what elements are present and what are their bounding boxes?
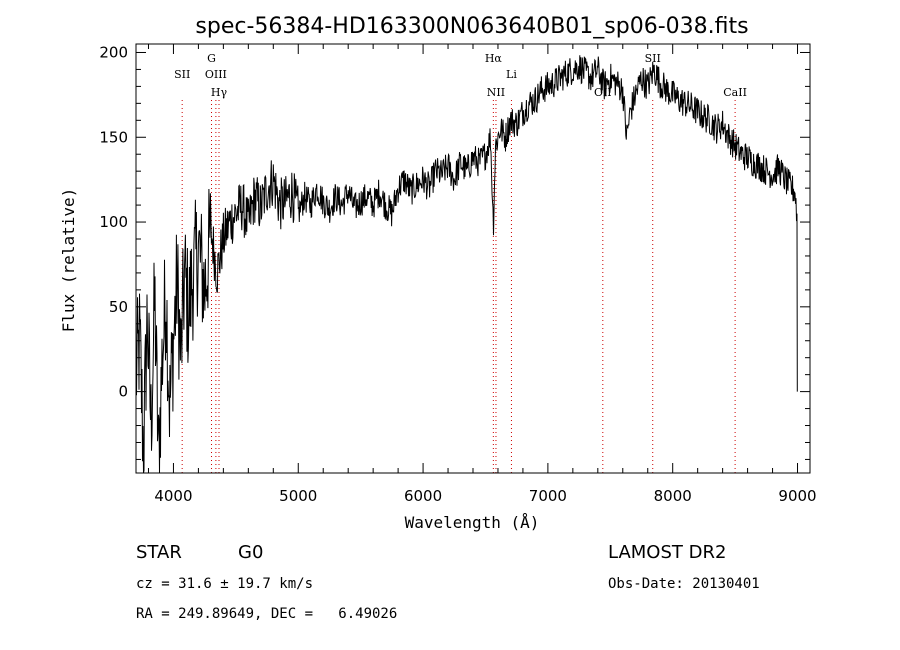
- line-marker-label: Hα: [485, 52, 503, 65]
- redshift-text: cz = 31.6 ± 19.7 km/s: [136, 576, 314, 592]
- line-marker-label: SII: [645, 52, 661, 65]
- y-tick-label: 100: [99, 213, 128, 231]
- line-marker-label: OII: [594, 86, 612, 99]
- survey-name: LAMOST DR2: [608, 542, 727, 563]
- line-marker-label: Li: [506, 68, 517, 81]
- y-axis-ticks: 0 50 100 150 200: [99, 43, 810, 460]
- x-tick-label: 5000: [279, 487, 317, 505]
- x-tick-label: 8000: [654, 487, 692, 505]
- x-axis-ticks: 4000 5000 6000 7000 8000 9000: [147, 44, 817, 505]
- line-marker-label: SII: [174, 68, 190, 81]
- spectral-subclass: G0: [238, 542, 264, 563]
- coordinates: RA = 249.89649, DEC = 6.49026: [136, 606, 398, 622]
- obs-date: Obs-Date: 20130401: [608, 576, 760, 592]
- line-marker-label: Hγ: [211, 86, 228, 99]
- spectrum-flux-line: [135, 55, 798, 474]
- line-marker-label: G: [207, 52, 216, 65]
- y-tick-label: 150: [99, 128, 128, 146]
- chart-title: spec-56384-HD163300N063640B01_sp06-038.f…: [195, 14, 748, 39]
- plot-area: [135, 55, 798, 474]
- line-marker-label: CaII: [723, 86, 747, 99]
- y-tick-label: 200: [99, 43, 128, 61]
- line-marker-label: NII: [487, 86, 505, 99]
- line-marker-label: OIII: [205, 68, 227, 81]
- x-tick-label: 9000: [778, 487, 816, 505]
- y-axis-label: Flux (relative): [59, 188, 78, 333]
- x-axis-label: Wavelength (Å): [405, 513, 540, 532]
- y-tick-label: 50: [109, 298, 128, 316]
- object-type: STAR: [136, 542, 182, 563]
- y-tick-label: 0: [118, 383, 128, 401]
- x-tick-label: 7000: [529, 487, 567, 505]
- x-tick-label: 6000: [404, 487, 442, 505]
- x-tick-label: 4000: [154, 487, 192, 505]
